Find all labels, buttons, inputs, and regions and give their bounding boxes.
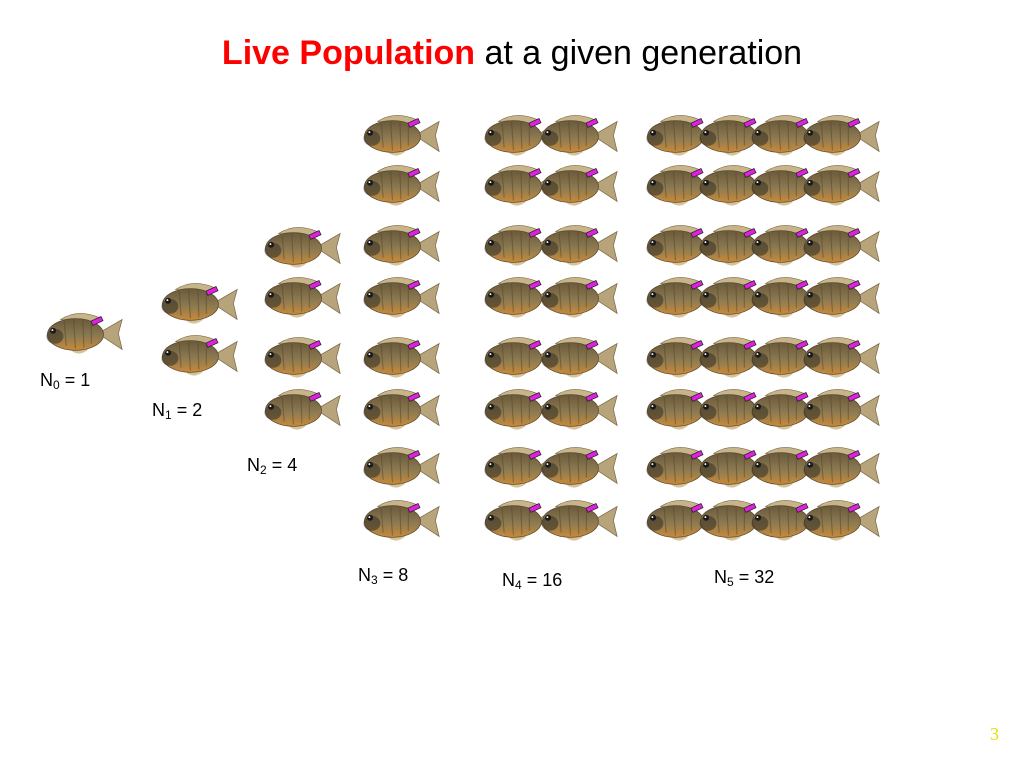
generation-label: N2 = 4 [247,455,297,477]
generation-label: N4 = 16 [502,570,562,592]
subscript: 5 [727,575,734,589]
fish [540,224,618,267]
fish [802,164,880,207]
fish [263,388,341,431]
fish [362,276,440,319]
fish [362,336,440,379]
equation: = 4 [271,455,298,475]
fish [802,114,880,157]
subscript: 2 [260,463,267,477]
equation: = 1 [64,370,91,390]
fish [802,276,880,319]
fish [540,114,618,157]
fish [540,164,618,207]
generation-label: N5 = 32 [714,567,774,589]
symbol: N [358,565,371,585]
fish [540,276,618,319]
symbol: N [714,567,727,587]
symbol: N [40,370,53,390]
fish [263,276,341,319]
fish [362,164,440,207]
subscript: 1 [165,408,172,422]
fish [362,224,440,267]
title: Live Population at a given generation [0,34,1024,73]
fish [160,282,238,325]
equation: = 16 [526,570,563,590]
fish [362,499,440,542]
fish [362,446,440,489]
generation-label: N3 = 8 [358,565,408,587]
fish [802,499,880,542]
generation-label: N1 = 2 [152,400,202,422]
symbol: N [247,455,260,475]
subscript: 4 [515,578,522,592]
equation: = 8 [382,565,409,585]
equation: = 2 [176,400,203,420]
fish [540,446,618,489]
subscript: 3 [371,573,378,587]
symbol: N [152,400,165,420]
equation: = 32 [738,567,775,587]
fish [45,312,123,355]
fish [802,336,880,379]
fish [540,388,618,431]
subscript: 0 [53,378,60,392]
fish [540,499,618,542]
title-rest: at a given generation [484,34,803,72]
fish [540,336,618,379]
fish [802,224,880,267]
title-highlight: Live Population [221,34,476,72]
fish [362,114,440,157]
fish [802,446,880,489]
fish [263,226,341,269]
fish [802,388,880,431]
fish [160,334,238,377]
generation-label: N0 = 1 [40,370,90,392]
page-number: 3 [990,724,999,744]
fish [362,388,440,431]
fish [263,336,341,379]
symbol: N [502,570,515,590]
